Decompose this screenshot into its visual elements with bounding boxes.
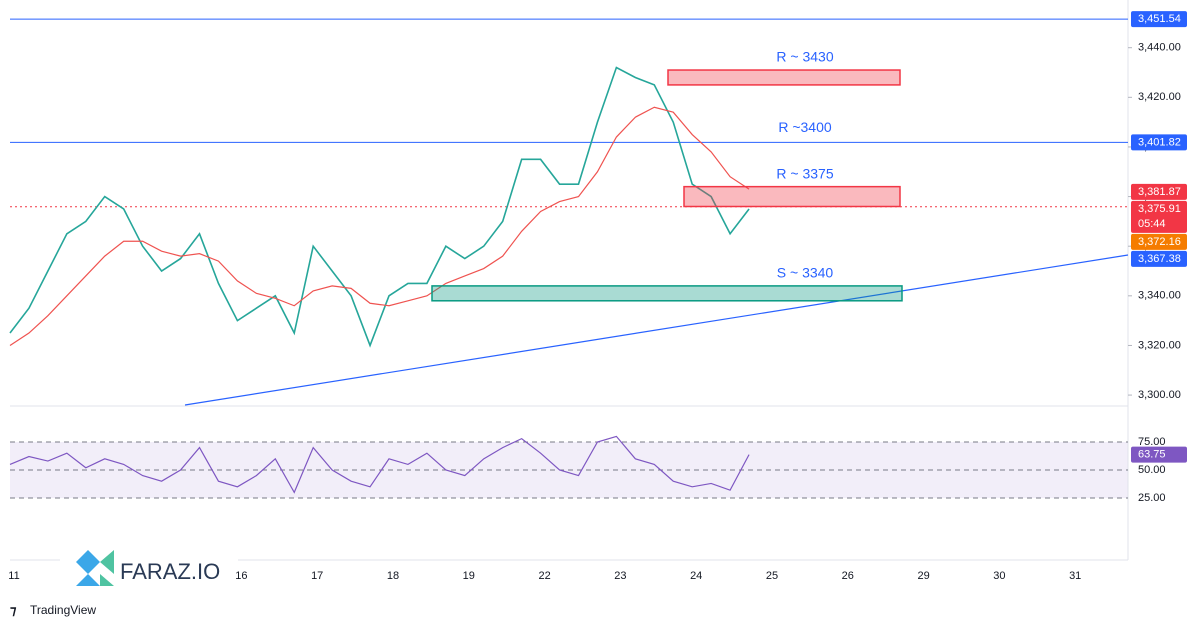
x-tick-label: 11	[8, 570, 19, 582]
x-tick-label: 30	[993, 570, 1005, 582]
y-tick-label: 3,320.00	[1138, 339, 1181, 351]
x-tick-label: 18	[387, 570, 399, 582]
zone	[431, 285, 903, 302]
price-tag	[1131, 200, 1187, 233]
price-tag	[1131, 233, 1187, 250]
zone-label: R ~ 3375	[776, 165, 833, 181]
x-tick-label: 25	[766, 570, 778, 582]
rsi-tag	[1131, 446, 1187, 463]
zone	[683, 185, 901, 208]
rsi-line	[9, 435, 750, 494]
price-tag	[1131, 250, 1187, 267]
zone-label: S ~ 3340	[777, 265, 834, 281]
level-note: R ~3400	[778, 119, 832, 135]
trend-line	[184, 254, 1129, 406]
countdown: 05:44	[1138, 218, 1166, 230]
logo-text: FARAZ.IO	[120, 559, 220, 584]
x-tick-label: 23	[614, 570, 626, 582]
rsi-tick-label: 25.00	[1138, 492, 1166, 504]
rsi-tick-label: 75.00	[1138, 436, 1166, 448]
price-tag-label: 3,381.87	[1138, 186, 1181, 198]
logo-icon	[76, 550, 100, 586]
price-tag-label: 3,372.16	[1138, 236, 1181, 248]
y-tick-label: 3,420.00	[1138, 91, 1181, 103]
x-tick-label: 19	[463, 570, 475, 582]
x-tick-label: 31	[1069, 570, 1081, 582]
x-tick-label: 17	[311, 570, 323, 582]
x-tick-label: 29	[917, 570, 929, 582]
price-tag	[1131, 134, 1187, 151]
price-tag-label: 3,401.82	[1138, 136, 1181, 148]
logo-icon	[100, 550, 114, 586]
price-line	[9, 66, 750, 348]
moving-average	[9, 106, 750, 346]
rsi-tag-label: 63.75	[1138, 449, 1166, 461]
y-tick-label: 3,300.00	[1138, 389, 1181, 401]
x-tick-label: 24	[690, 570, 702, 582]
zone	[667, 69, 901, 86]
footer: TradingView	[30, 603, 96, 617]
price-tag-label: 3,367.38	[1138, 253, 1181, 265]
rsi-tick-label: 50.00	[1138, 464, 1166, 476]
y-tick-label: 3,440.00	[1138, 42, 1181, 54]
x-tick-label: 16	[235, 570, 247, 582]
logo: FARAZ.IO	[60, 540, 238, 592]
y-tick-label: 3,340.00	[1138, 290, 1181, 302]
price-tag	[1131, 11, 1187, 28]
price-tag-label: 3,451.54	[1138, 13, 1181, 25]
x-tick-label: 22	[538, 570, 550, 582]
tv-icon: ⁊	[10, 602, 17, 617]
x-tick-label: 26	[842, 570, 854, 582]
price-tag	[1131, 183, 1187, 200]
price-tag-label: 3,375.91	[1138, 203, 1181, 215]
zone-label: R ~ 3430	[776, 49, 833, 65]
